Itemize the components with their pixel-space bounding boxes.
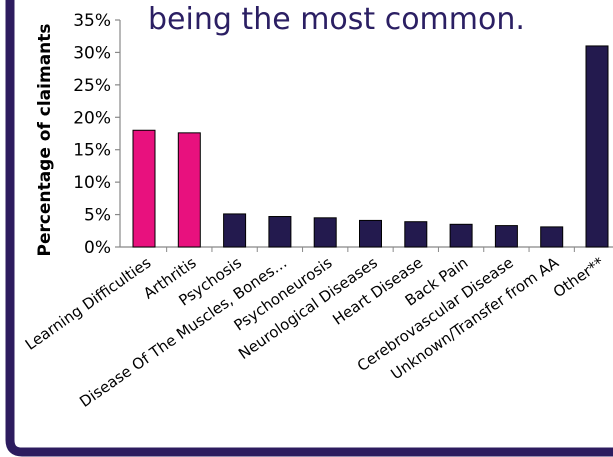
bar: [268, 216, 292, 248]
bar: [585, 45, 609, 248]
bar: [177, 132, 201, 248]
bar: [132, 129, 156, 248]
y-axis-title: Percentage of claimants: [35, 23, 55, 256]
bar: [540, 226, 564, 248]
y-tick-label: 30%: [73, 43, 111, 63]
slide-heading: being the most common.: [148, 2, 525, 37]
bar: [359, 219, 382, 248]
bar: [449, 223, 473, 248]
bar: [494, 225, 518, 248]
bar: [313, 217, 337, 248]
y-tick-label: 25%: [73, 76, 111, 96]
bar: [404, 221, 428, 248]
y-tick-label: 20%: [73, 108, 111, 128]
y-tick-label: 5%: [84, 206, 111, 226]
y-tick-label: 35%: [73, 11, 111, 31]
y-tick-label: 10%: [73, 173, 111, 193]
x-tick-label: Learning Difficulties: [22, 253, 155, 353]
x-tick-label: Other**: [550, 253, 608, 301]
bar-chart: 0% 5% 10% 15% 20% 25% 30% 35% Percentage of clai…: [22, 11, 613, 411]
bar: [223, 213, 247, 248]
y-tick-label: 15%: [73, 141, 111, 161]
y-tick-label: 0%: [84, 238, 111, 258]
